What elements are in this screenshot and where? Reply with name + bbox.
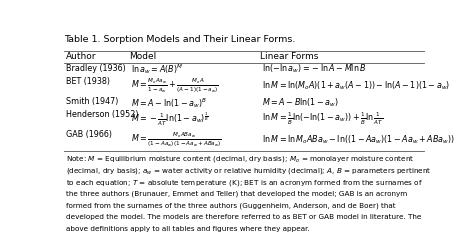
Text: developed the model. The models are therefore referred to as BET or GAB model in: developed the model. The models are ther… [66,214,421,220]
Text: Model: Model [129,52,156,61]
Text: Bradley (1936): Bradley (1936) [66,64,126,73]
Text: Henderson (1952): Henderson (1952) [66,110,138,119]
Text: $M = \frac{M_oAa_w}{1-a_w} + \frac{M_oA}{(A-1)(1-a_w)}$: $M = \frac{M_oAa_w}{1-a_w} + \frac{M_oA}… [131,77,219,95]
Text: $\ln M = \frac{1}{B}\ln(-\ln(1-a_w))+\frac{1}{B}\ln\frac{1}{AT}$: $\ln M = \frac{1}{B}\ln(-\ln(1-a_w))+\fr… [263,111,384,127]
Text: Linear Forms: Linear Forms [260,52,319,61]
Text: $\ln a_w = A(B)^M$: $\ln a_w = A(B)^M$ [131,62,183,76]
Text: Note: $M$ = Equilibrium moisture content (decimal, dry basis); $M_o$ = monolayer: Note: $M$ = Equilibrium moisture content… [66,154,414,164]
Text: GAB (1966): GAB (1966) [66,130,112,139]
Text: $\ln M = \ln M_oABa_w - \ln((1-Aa_w)(1-Aa_w+ABa_w))$: $\ln M = \ln M_oABa_w - \ln((1-Aa_w)(1-A… [263,134,456,146]
Text: $\ln M = \ln(M_oA)(1+a_w(A-1))-\ln(A-1)(1-a_w)$: $\ln M = \ln(M_oA)(1+a_w(A-1))-\ln(A-1)(… [263,80,451,92]
Text: $M = A - \ln(1-a_w)^B$: $M = A - \ln(1-a_w)^B$ [131,96,207,110]
Text: the three authors (Brunauer, Emmet and Teller) that developed the model; GAB is : the three authors (Brunauer, Emmet and T… [66,190,407,197]
Text: above definitions apply to all tables and figures where they appear.: above definitions apply to all tables an… [66,226,310,232]
Text: Table 1. Sorption Models and Their Linear Forms.: Table 1. Sorption Models and Their Linea… [64,35,295,44]
Text: BET (1938): BET (1938) [66,77,110,86]
Text: $\ln(-\ln a_w) = -\ln A - M\ln B$: $\ln(-\ln a_w) = -\ln A - M\ln B$ [263,63,367,76]
Text: to each equation; $T$ = absolute temperature (K); BET is an acronym formed from : to each equation; $T$ = absolute tempera… [66,178,423,188]
Text: (decimal, dry basis); $a_w$ = water activity or relative humidity (decimal); $A$: (decimal, dry basis); $a_w$ = water acti… [66,166,431,176]
Text: Author: Author [66,52,96,61]
Text: formed from the surnames of the three authors (Guggenheim, Anderson, and de Boer: formed from the surnames of the three au… [66,202,395,209]
Text: $M = \frac{M_oABa_w}{(1-Aa_w)(1-Aa_w+ABa_w)}$: $M = \frac{M_oABa_w}{(1-Aa_w)(1-Aa_w+ABa… [131,131,222,149]
Text: Smith (1947): Smith (1947) [66,97,118,106]
Text: $M = A - B\ln(1-a_w)$: $M = A - B\ln(1-a_w)$ [263,97,339,109]
Text: $M = -\frac{1}{AT}\ln(1-a_w)^{\frac{1}{B}}$: $M = -\frac{1}{AT}\ln(1-a_w)^{\frac{1}{B… [131,110,209,128]
